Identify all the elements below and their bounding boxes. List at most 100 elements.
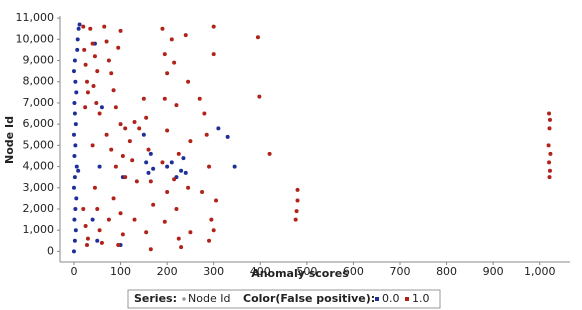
point [232, 164, 237, 169]
point [160, 26, 165, 31]
y-tick-label: 6,000 [23, 117, 55, 130]
point [72, 100, 77, 105]
point [72, 58, 77, 63]
point [75, 37, 80, 42]
point [146, 170, 151, 175]
point [73, 122, 78, 127]
point [85, 236, 90, 241]
point [207, 164, 212, 169]
point [162, 52, 167, 57]
point [295, 198, 300, 203]
point [71, 249, 76, 254]
x-tick-label: 700 [390, 265, 411, 278]
point [211, 228, 216, 233]
point [83, 223, 88, 228]
point [91, 83, 96, 88]
point [165, 164, 170, 169]
point [547, 117, 552, 122]
y-tick-label: 0 [47, 244, 54, 257]
point [95, 206, 100, 211]
point [95, 238, 100, 243]
point [132, 120, 137, 125]
x-axis-label: Anomaly scores [251, 267, 349, 280]
point [83, 105, 88, 110]
point [104, 39, 109, 44]
point [211, 24, 216, 29]
point [183, 33, 188, 38]
x-tick-label: 1,000 [524, 265, 556, 278]
x-tick-label: 800 [436, 265, 457, 278]
x-tick-label: 200 [157, 265, 178, 278]
point [165, 190, 170, 195]
legend-box [127, 289, 441, 309]
point [95, 69, 100, 74]
point [151, 166, 156, 171]
point [216, 126, 221, 131]
point [90, 217, 95, 222]
y-tick-label: 9,000 [23, 54, 55, 67]
point [111, 88, 116, 93]
point [75, 47, 80, 52]
point [77, 22, 82, 27]
point [141, 132, 146, 137]
point [293, 217, 298, 222]
point [71, 185, 76, 190]
point [85, 243, 90, 248]
point [179, 168, 184, 173]
point [148, 247, 153, 252]
point [99, 105, 104, 110]
point [204, 132, 209, 137]
point [92, 54, 97, 59]
y-tick-label: 10,000 [16, 32, 55, 45]
point [123, 175, 128, 180]
point [130, 158, 135, 163]
point [172, 177, 177, 182]
y-tick-label: 4,000 [23, 160, 55, 173]
point [148, 151, 153, 156]
point [90, 41, 95, 46]
legend-color-label: Color(False positive): [243, 292, 375, 305]
point [165, 128, 170, 133]
point [176, 151, 181, 156]
point [200, 190, 205, 195]
point [547, 111, 552, 116]
point [183, 170, 188, 175]
point [132, 217, 137, 222]
point [90, 143, 95, 148]
point [172, 60, 177, 65]
point [73, 228, 78, 233]
point [169, 160, 174, 165]
point [72, 111, 77, 116]
legend-label: 1.0 [412, 292, 430, 305]
point [186, 185, 191, 190]
legend-marker [182, 297, 186, 301]
point [179, 245, 184, 250]
point [181, 156, 186, 161]
x-tick-label: 0 [70, 265, 77, 278]
point [547, 168, 552, 173]
point [162, 219, 167, 224]
point [294, 209, 299, 214]
point [81, 206, 86, 211]
x-tick-label: 500 [296, 265, 317, 278]
point [141, 96, 146, 101]
point [225, 134, 230, 139]
point [120, 153, 125, 158]
point [120, 232, 125, 237]
point [71, 69, 76, 74]
x-tick-label: 600 [343, 265, 364, 278]
point [111, 196, 116, 201]
point [176, 236, 181, 241]
point [267, 151, 272, 156]
point [148, 179, 153, 184]
point [151, 202, 156, 207]
point [123, 126, 128, 131]
point [109, 71, 114, 76]
point [73, 143, 78, 148]
point [106, 58, 111, 63]
y-tick-label: 3,000 [23, 181, 55, 194]
point [72, 217, 77, 222]
point [76, 168, 81, 173]
point [83, 62, 88, 67]
point [85, 79, 90, 84]
